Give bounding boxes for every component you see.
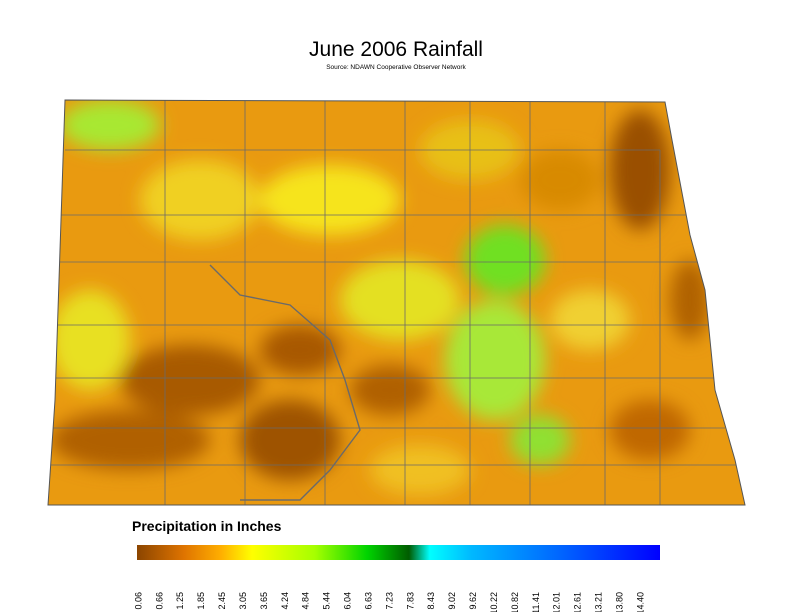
legend-label: 6.04: [343, 592, 353, 610]
legend-label: 6.63: [363, 592, 373, 610]
legend-label: 8.43: [426, 592, 436, 610]
legend-label: 5.44: [322, 592, 332, 610]
legend-label: 13.21: [594, 592, 604, 612]
color-scale: [137, 545, 660, 560]
map-subtitle: Source: NDAWN Cooperative Observer Netwo…: [326, 64, 466, 71]
legend-label: 1.25: [175, 592, 185, 610]
legend-label: 1.85: [196, 592, 206, 610]
map-title: June 2006 Rainfall: [309, 38, 483, 61]
legend-label: 0.66: [154, 592, 164, 610]
legend-label: 9.02: [447, 592, 457, 610]
state-outline: [47, 99, 746, 506]
legend-label: 10.82: [510, 592, 520, 612]
county-lines: [48, 100, 740, 505]
legend-label: 10.22: [489, 592, 499, 612]
legend-label: 9.62: [468, 592, 478, 610]
rainfall-map: [48, 100, 745, 505]
legend-label: 7.83: [405, 592, 415, 610]
legend-label: 0.06: [133, 592, 143, 610]
legend-label: 13.80: [614, 592, 624, 612]
legend-label: 3.05: [238, 592, 248, 610]
legend-label: 12.61: [573, 592, 583, 612]
legend-label: 14.40: [635, 592, 645, 612]
legend-label: 2.45: [217, 592, 227, 610]
legend-label: 4.84: [301, 592, 311, 610]
legend-title: Precipitation in Inches: [132, 518, 282, 534]
legend-label: 4.24: [280, 592, 290, 610]
legend-label: 11.41: [531, 592, 541, 612]
legend-label: 3.65: [259, 592, 269, 610]
legend-label: 7.23: [384, 592, 394, 610]
legend-label: 12.01: [552, 592, 562, 612]
legend-labels: 0.06 0.66 1.25 1.85 2.45 3.05 3.65 4.24 4.84 5.44…: [133, 592, 645, 612]
